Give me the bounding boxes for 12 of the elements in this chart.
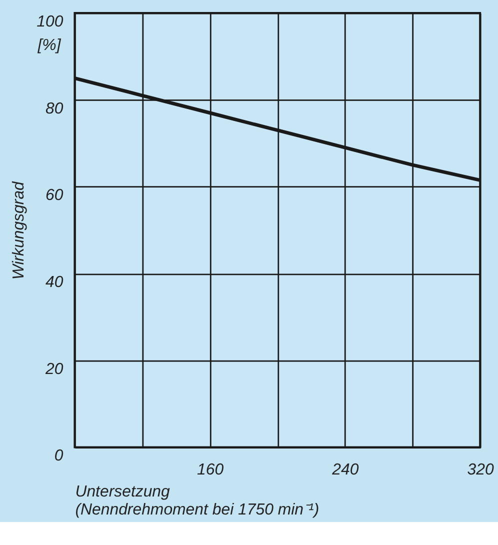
- x-tick-label: 320: [467, 462, 494, 479]
- text: [%]: [36, 36, 62, 54]
- y-tick-label: 40: [46, 274, 64, 291]
- x-tick-label: 240: [331, 462, 359, 479]
- y-tick-label: 80: [46, 100, 64, 118]
- y-axis-title: Wirkungsgrad: [10, 180, 28, 280]
- y-tick-label: 20: [44, 360, 64, 378]
- x-axis-title: Untersetzung (Nenndrehmoment bei 1750 min⁻¹): [75, 484, 320, 518]
- y-tick-label: 100: [36, 13, 64, 30]
- x-tick-label: 160: [197, 462, 224, 479]
- y-tick-label: 60: [46, 187, 64, 204]
- y-tick-label: 0: [54, 448, 64, 465]
